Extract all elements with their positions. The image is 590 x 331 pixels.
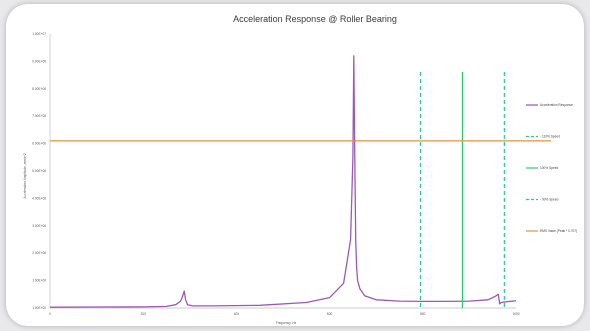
x-tick-label: 800 [420,312,426,316]
y-axis-label: Acceleration Amplitude, mm/s^2 [23,153,27,198]
legend: Acceleration Response - 110% Speed 100% Sp… [526,103,577,233]
x-tick-label: 600 [327,312,333,316]
y-tick-label: 5.00E+06 [32,169,46,173]
y-tick-label: 7.00E+06 [32,114,46,118]
y-tick-label: 1.00E+07 [32,32,46,36]
x-tick-label: 1000 [512,312,519,316]
y-tick-label: 8.00E+06 [32,87,46,91]
legend-label: 100% Speed [540,166,558,170]
series-line-acceleration-response [49,55,517,308]
plot-area: 1.00E+00 1.00E+06 2.00E+06 3.00E+06 4.00E+06… [32,32,551,316]
legend-label: RMS Value (Peak * 0.707) [540,229,577,233]
y-tick-label: 2.00E+06 [32,251,46,255]
x-tick-label: 400 [234,312,240,316]
x-axis-label: Frequency, Hz [276,321,297,325]
y-tick-label: 1.00E+06 [32,279,46,283]
y-tick-label: 3.00E+06 [32,224,46,228]
y-tick-label: 1.00E+00 [32,306,46,310]
chart-svg: Acceleration Response @ Roller Bearing 1… [23,14,577,325]
y-tick-label: 9.00E+06 [32,59,46,63]
y-tick-label: 6.00E+06 [32,142,46,146]
x-tick-label: 200 [141,312,147,316]
chart-frame: Acceleration Response @ Roller Bearing 1… [6,4,584,326]
chart-title: Acceleration Response @ Roller Bearing [233,14,397,24]
legend-label: - 110% Speed [540,135,560,139]
y-tick-label: 4.00E+06 [32,196,46,200]
legend-label: - 90% Speed [540,198,559,202]
x-tick-label: 0 [49,312,51,316]
legend-label: Acceleration Response [540,103,573,107]
